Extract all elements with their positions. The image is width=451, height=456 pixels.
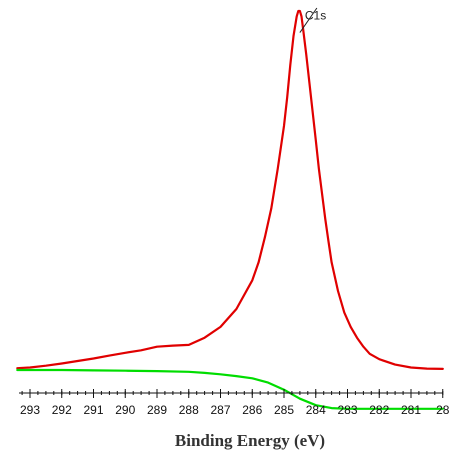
x-tick-label: 293 <box>20 403 40 417</box>
series-layer <box>16 9 444 410</box>
x-tick-label: 289 <box>147 403 167 417</box>
x-axis-title: Binding Energy (eV) <box>175 431 325 450</box>
x-tick-label: 281 <box>401 403 421 417</box>
x-tick-label: 288 <box>179 403 199 417</box>
series-line-0 <box>16 9 444 370</box>
series-line-1 <box>16 368 444 410</box>
x-tick-label: 283 <box>337 403 357 417</box>
x-tick-label: 284 <box>306 403 326 417</box>
x-tick-label: 282 <box>369 403 389 417</box>
x-tick-label: 285 <box>274 403 294 417</box>
x-tick-label: 292 <box>52 403 72 417</box>
peak-marker-line <box>299 7 318 33</box>
x-tick-label: 290 <box>115 403 135 417</box>
peak-label: C1s <box>305 8 326 22</box>
x-tick-label: 28 <box>436 403 450 417</box>
annotation-layer: C1s <box>299 7 326 33</box>
x-tick-label: 286 <box>242 403 262 417</box>
x-tick-label: 291 <box>83 403 103 417</box>
x-tick-label: 287 <box>210 403 230 417</box>
x-axis: 293 292 291 290 289 288 287 286 285 284 283 282 281 2… <box>19 389 450 417</box>
